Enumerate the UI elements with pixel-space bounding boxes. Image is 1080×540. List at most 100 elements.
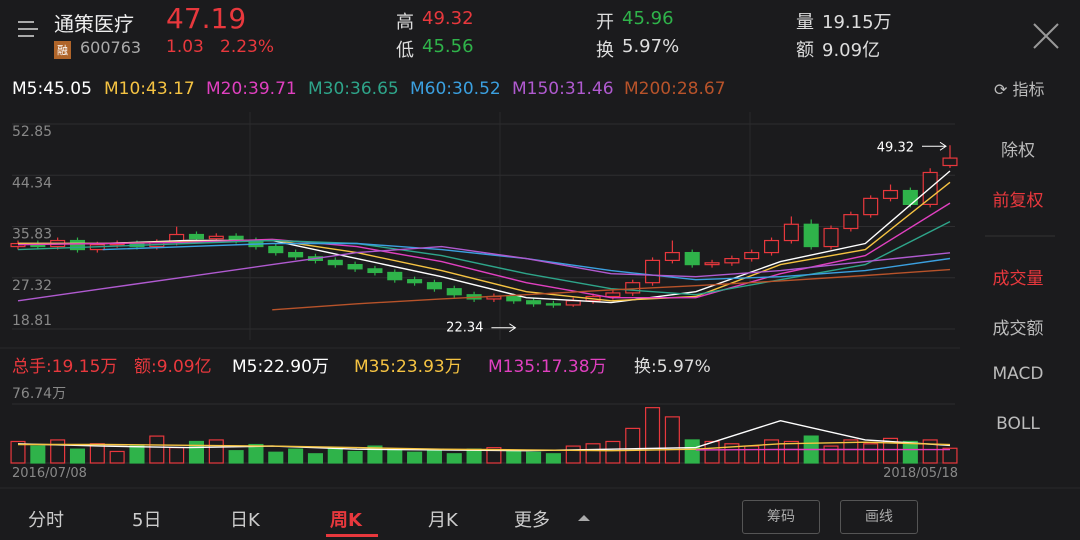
candle-body bbox=[863, 197, 879, 216]
volume-bar bbox=[307, 453, 323, 464]
stat-value: 49.32 bbox=[422, 8, 474, 29]
volume-bar bbox=[863, 443, 879, 464]
candle-body bbox=[69, 239, 86, 251]
volume-bar bbox=[327, 447, 343, 464]
volume-bar bbox=[664, 416, 680, 464]
volume-bar bbox=[625, 427, 641, 464]
ma-line bbox=[17, 245, 951, 302]
stock-code: 600763 bbox=[80, 38, 142, 57]
y-tick-label: 52.85 bbox=[12, 124, 52, 140]
candle-body bbox=[803, 223, 819, 248]
ma-line bbox=[17, 220, 951, 296]
stat-value: 45.96 bbox=[622, 8, 674, 29]
ma-line bbox=[17, 202, 951, 299]
volume-bar bbox=[69, 448, 86, 464]
candle-body bbox=[605, 292, 621, 298]
candle-body bbox=[288, 251, 304, 258]
volume-bar bbox=[684, 439, 700, 464]
candle-body bbox=[882, 189, 899, 199]
stat-value: 9.09亿 bbox=[822, 40, 881, 61]
volume-bar bbox=[30, 445, 46, 464]
ma-line bbox=[18, 170, 951, 304]
ma-legend-entry: M60:30.52 bbox=[410, 79, 501, 99]
close-button[interactable] bbox=[1032, 22, 1060, 50]
volume-legend-entry: M135:17.38万 bbox=[488, 357, 607, 377]
candle-body bbox=[843, 214, 859, 230]
price: 47.19 bbox=[166, 2, 247, 35]
more-caret bbox=[578, 515, 590, 521]
volume-bar bbox=[129, 445, 145, 464]
high-annotation: 49.32 bbox=[877, 140, 914, 155]
volume-bar bbox=[704, 440, 720, 464]
volume-legend-entry: M35:23.93万 bbox=[354, 357, 462, 377]
volume-bar bbox=[426, 450, 442, 464]
volume-bar bbox=[486, 447, 502, 464]
side-menu-item[interactable]: BOLL bbox=[996, 414, 1040, 434]
low-annotation: 22.34 bbox=[446, 321, 483, 336]
tab[interactable]: 日K bbox=[230, 510, 260, 531]
y-tick-label: 35.83 bbox=[12, 227, 52, 243]
volume-bar bbox=[347, 450, 363, 464]
side-menu-item[interactable]: MACD bbox=[992, 364, 1044, 384]
candle-body bbox=[327, 259, 343, 266]
stat-label: 开 bbox=[596, 12, 614, 33]
menu-icon[interactable] bbox=[16, 18, 40, 40]
side-menu-item[interactable]: 成交量 bbox=[992, 269, 1044, 289]
tab[interactable]: 分时 bbox=[28, 510, 64, 531]
candle-body bbox=[426, 282, 442, 290]
volume-bar bbox=[783, 440, 799, 464]
volume-bar bbox=[169, 447, 185, 464]
candle-body bbox=[664, 251, 680, 262]
volume-bar bbox=[10, 440, 26, 464]
volume-bar bbox=[545, 453, 561, 464]
side-menu-item[interactable]: 前复权 bbox=[992, 191, 1044, 211]
tab[interactable]: 周K bbox=[330, 510, 362, 531]
volume-bar bbox=[922, 439, 938, 464]
volume-bar bbox=[744, 445, 760, 464]
candle-body bbox=[188, 233, 205, 240]
stat-label: 高 bbox=[396, 12, 414, 33]
volume-legend-entry: 额:9.09亿 bbox=[134, 357, 212, 377]
indicator-button[interactable]: ⟳ 指标 bbox=[994, 80, 1045, 99]
tab[interactable]: 更多 bbox=[514, 510, 550, 531]
tab[interactable]: 5日 bbox=[132, 510, 162, 531]
volume-bar bbox=[387, 448, 403, 464]
candle-body bbox=[526, 300, 542, 305]
indicator-label[interactable]: 指标 bbox=[1012, 80, 1045, 99]
candle-body bbox=[545, 303, 561, 306]
volume-bar bbox=[506, 450, 522, 464]
ma-line bbox=[18, 441, 951, 452]
y-tick-label: 18.81 bbox=[12, 313, 52, 329]
volume-bar bbox=[268, 451, 284, 464]
volume-bar bbox=[526, 451, 542, 464]
ma-legend-entry: M10:43.17 bbox=[104, 79, 195, 99]
volume-bar bbox=[367, 445, 383, 464]
stat-value: 19.15万 bbox=[822, 12, 892, 33]
ma-line bbox=[272, 268, 951, 311]
volume-bar bbox=[823, 445, 839, 464]
volume-bar bbox=[208, 439, 224, 464]
side-menu-item[interactable]: 成交额 bbox=[992, 319, 1044, 339]
candle-body bbox=[684, 251, 700, 266]
candle-body bbox=[506, 295, 522, 302]
x-label-start: 2016/07/08 bbox=[12, 466, 87, 481]
stat-label: 低 bbox=[396, 40, 414, 61]
tab[interactable]: 月K bbox=[428, 510, 458, 531]
side-menu-item[interactable]: 除权 bbox=[1001, 141, 1035, 161]
ma-legend-entry: M5:45.05 bbox=[12, 79, 92, 99]
stat-value: 5.97% bbox=[622, 36, 680, 57]
stock-name: 通策医疗 bbox=[54, 12, 134, 36]
candle-body bbox=[446, 288, 462, 296]
volume-bar bbox=[843, 439, 859, 464]
tab-underline bbox=[326, 534, 378, 537]
tool-button[interactable]: 画线 bbox=[840, 500, 918, 534]
candle-body bbox=[367, 268, 383, 274]
y-tick-label: 76.74万 bbox=[12, 386, 66, 402]
ma-legend-entry: M200:28.67 bbox=[624, 79, 726, 99]
candle-body bbox=[724, 257, 740, 264]
stat-value: 45.56 bbox=[422, 36, 474, 57]
volume-bar bbox=[466, 448, 482, 464]
tool-button[interactable]: 筹码 bbox=[742, 500, 820, 534]
